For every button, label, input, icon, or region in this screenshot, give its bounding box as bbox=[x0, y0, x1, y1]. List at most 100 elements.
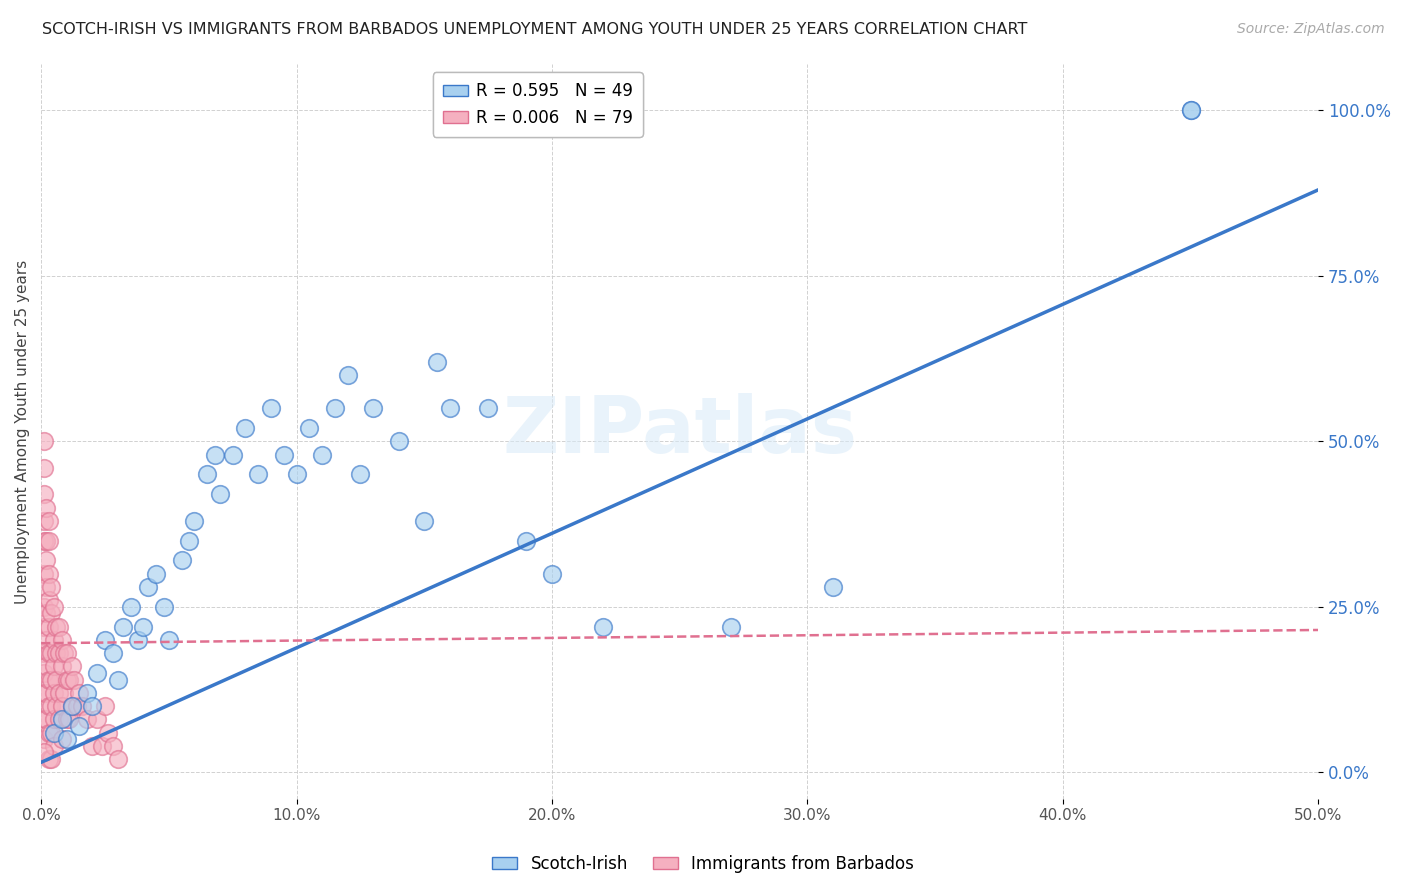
Point bbox=[35, 533, 58, 548]
Point bbox=[349, 467, 371, 482]
Text: SCOTCH-IRISH VS IMMIGRANTS FROM BARBADOS UNEMPLOYMENT AMONG YOUTH UNDER 25 YEARS: SCOTCH-IRISH VS IMMIGRANTS FROM BARBADOS… bbox=[42, 22, 1028, 37]
Point bbox=[38, 533, 60, 548]
Point bbox=[55, 712, 77, 726]
Point bbox=[183, 514, 205, 528]
Point bbox=[67, 686, 90, 700]
Point bbox=[63, 673, 86, 687]
Point bbox=[60, 699, 83, 714]
Point bbox=[426, 355, 449, 369]
Point bbox=[42, 725, 65, 739]
Point bbox=[35, 632, 58, 647]
Point bbox=[179, 533, 201, 548]
Legend: R = 0.595   N = 49, R = 0.006   N = 79: R = 0.595 N = 49, R = 0.006 N = 79 bbox=[433, 72, 643, 136]
Point bbox=[157, 632, 180, 647]
Point bbox=[101, 739, 124, 753]
Point bbox=[51, 699, 73, 714]
Point bbox=[55, 732, 77, 747]
Point bbox=[32, 487, 55, 501]
Point bbox=[101, 646, 124, 660]
Point bbox=[32, 686, 55, 700]
Point bbox=[42, 659, 65, 673]
Point bbox=[48, 620, 70, 634]
Point bbox=[32, 620, 55, 634]
Point bbox=[41, 699, 63, 714]
Point bbox=[41, 580, 63, 594]
Point bbox=[541, 566, 564, 581]
Point bbox=[32, 533, 55, 548]
Point bbox=[1180, 103, 1202, 118]
Point bbox=[96, 725, 118, 739]
Point bbox=[120, 599, 142, 614]
Point bbox=[38, 646, 60, 660]
Point bbox=[388, 434, 411, 449]
Point bbox=[82, 739, 104, 753]
Point bbox=[32, 712, 55, 726]
Point bbox=[208, 487, 231, 501]
Point bbox=[361, 401, 384, 416]
Point bbox=[53, 686, 76, 700]
Point bbox=[592, 620, 614, 634]
Point bbox=[48, 712, 70, 726]
Point bbox=[152, 599, 174, 614]
Point bbox=[86, 665, 108, 680]
Point bbox=[336, 368, 359, 383]
Point bbox=[477, 401, 499, 416]
Point bbox=[51, 712, 73, 726]
Point bbox=[45, 673, 67, 687]
Point bbox=[145, 566, 167, 581]
Point bbox=[41, 673, 63, 687]
Point bbox=[41, 646, 63, 660]
Point bbox=[35, 553, 58, 567]
Point bbox=[298, 421, 321, 435]
Point bbox=[32, 460, 55, 475]
Point bbox=[35, 500, 58, 515]
Point bbox=[38, 673, 60, 687]
Point bbox=[35, 580, 58, 594]
Point bbox=[45, 620, 67, 634]
Point bbox=[235, 421, 257, 435]
Point bbox=[35, 686, 58, 700]
Point bbox=[273, 448, 295, 462]
Point bbox=[285, 467, 308, 482]
Point bbox=[515, 533, 537, 548]
Point bbox=[32, 665, 55, 680]
Point bbox=[32, 599, 55, 614]
Y-axis label: Unemployment Among Youth under 25 years: Unemployment Among Youth under 25 years bbox=[15, 260, 30, 604]
Point bbox=[35, 712, 58, 726]
Point bbox=[107, 673, 129, 687]
Point bbox=[94, 699, 117, 714]
Point bbox=[42, 686, 65, 700]
Point bbox=[58, 673, 80, 687]
Point bbox=[221, 448, 243, 462]
Point bbox=[260, 401, 283, 416]
Point bbox=[70, 699, 93, 714]
Point bbox=[76, 686, 98, 700]
Point bbox=[60, 659, 83, 673]
Point bbox=[111, 620, 134, 634]
Point bbox=[138, 580, 160, 594]
Point bbox=[821, 580, 844, 594]
Point bbox=[38, 593, 60, 607]
Point bbox=[311, 448, 333, 462]
Point bbox=[170, 553, 193, 567]
Point bbox=[45, 646, 67, 660]
Point bbox=[42, 739, 65, 753]
Point bbox=[60, 699, 83, 714]
Point bbox=[323, 401, 346, 416]
Point bbox=[94, 632, 117, 647]
Point bbox=[32, 514, 55, 528]
Point bbox=[45, 699, 67, 714]
Point bbox=[35, 659, 58, 673]
Legend: Scotch-Irish, Immigrants from Barbados: Scotch-Irish, Immigrants from Barbados bbox=[485, 848, 921, 880]
Point bbox=[247, 467, 270, 482]
Point bbox=[32, 434, 55, 449]
Point bbox=[55, 673, 77, 687]
Point bbox=[41, 725, 63, 739]
Point bbox=[48, 646, 70, 660]
Point bbox=[35, 607, 58, 621]
Point bbox=[720, 620, 742, 634]
Point bbox=[66, 699, 89, 714]
Point bbox=[32, 646, 55, 660]
Text: Source: ZipAtlas.com: Source: ZipAtlas.com bbox=[1237, 22, 1385, 37]
Point bbox=[51, 659, 73, 673]
